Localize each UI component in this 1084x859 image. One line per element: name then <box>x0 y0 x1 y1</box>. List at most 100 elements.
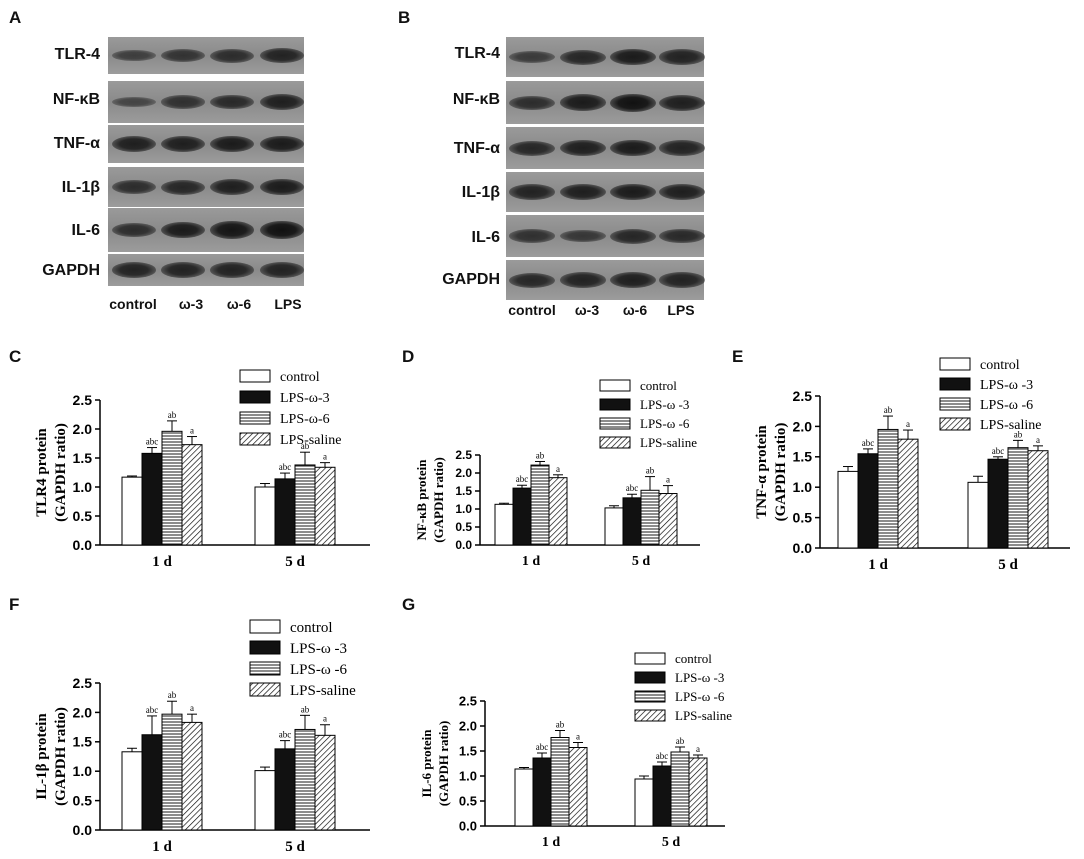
significance-label: abc <box>626 483 639 493</box>
y-tick-label: 0.5 <box>73 508 93 524</box>
blot-band <box>560 49 606 65</box>
bar-chart-il1b: 0.00.51.01.52.02.5IL-1β protein (GAPDH ra… <box>34 619 370 855</box>
blot-lane-label: ω-3 <box>178 296 204 312</box>
y-tick-label: 1.0 <box>73 479 93 495</box>
blot-lane-label: ω-3 <box>574 302 600 318</box>
legend-swatch <box>239 411 271 425</box>
bar <box>550 737 570 827</box>
blot-band <box>610 228 656 244</box>
legend-label: LPS-ω -3 <box>980 378 1033 393</box>
bar <box>568 747 588 827</box>
bar <box>688 757 708 827</box>
blot-band <box>210 135 254 153</box>
bar <box>161 713 183 831</box>
significance-label: a <box>190 703 194 713</box>
legend-swatch <box>249 619 281 634</box>
panel-letter-f: F <box>9 595 20 614</box>
legend-swatch <box>634 652 666 665</box>
y-tick-label: 0.0 <box>793 540 813 556</box>
blot-lane-label: ω-6 <box>622 302 648 318</box>
significance-label: ab <box>301 441 310 451</box>
bar <box>857 453 879 549</box>
legend-swatch <box>634 690 666 703</box>
legend-label: LPS-ω -3 <box>640 397 689 412</box>
legend-label: LPS-saline <box>675 708 732 723</box>
blot-band <box>112 136 156 152</box>
western-blot-b: TLR-4 NF-κB TNF-α IL-1β IL-6 GAPDH contr… <box>0 0 1084 330</box>
blot-band <box>260 262 304 278</box>
blot-band <box>112 49 156 62</box>
significance-label: ab <box>168 690 177 700</box>
bar <box>514 768 534 827</box>
blot-band <box>509 184 555 200</box>
blot-band <box>509 95 555 110</box>
bar <box>652 765 672 827</box>
legend-label: LPS-saline <box>640 435 697 450</box>
blot-band <box>509 272 555 288</box>
y-tick-label: 1.5 <box>73 450 93 466</box>
panel-letter-d: D <box>402 347 415 366</box>
legend-label: control <box>290 620 333 636</box>
bar <box>314 466 336 546</box>
y-axis-label: TLR4 protein (GAPDH ratio) <box>34 423 69 522</box>
panel-letter-a: A <box>9 8 22 27</box>
x-category-label: 1 d <box>542 835 561 850</box>
legend-label: control <box>280 370 320 385</box>
bar <box>670 751 690 827</box>
y-tick-label: 1.0 <box>455 502 472 516</box>
y-tick-label: 0.5 <box>455 520 472 534</box>
y-tick-label: 0.0 <box>459 819 477 834</box>
legend-label: LPS-ω-6 <box>280 412 330 427</box>
bar <box>254 770 276 831</box>
blot-band <box>610 272 656 288</box>
blot-band <box>509 51 555 63</box>
bar <box>532 757 552 827</box>
y-tick-label: 0.0 <box>73 822 93 838</box>
significance-label: a <box>1036 435 1040 445</box>
blot-band <box>610 48 656 66</box>
significance-label: abc <box>146 437 159 447</box>
significance-label: ab <box>646 466 655 476</box>
panel-letter-c: C <box>9 347 22 366</box>
blot-lane-label: control <box>109 296 157 312</box>
blot-lane-label: ω-6 <box>226 296 252 312</box>
significance-label: abc <box>279 730 292 740</box>
blot-band <box>161 95 205 109</box>
legend-swatch <box>939 417 971 431</box>
y-axis-label-line: NF-κB protein <box>414 459 429 541</box>
blot-band <box>161 179 205 195</box>
significance-label: a <box>696 744 700 754</box>
blot-lane-label: LPS <box>274 296 302 312</box>
legend-label: LPS-ω-3 <box>280 391 330 406</box>
x-category-label: 5 d <box>285 839 305 855</box>
bar <box>161 430 183 546</box>
legend-label: LPS-ω -3 <box>290 641 347 657</box>
significance-label: abc <box>536 742 549 752</box>
bar <box>141 734 163 831</box>
blot-lane-label: control <box>508 302 556 318</box>
blot-band <box>560 94 606 111</box>
blot-band <box>610 93 656 112</box>
y-axis-label: NF-κB protein (GAPDH ratio) <box>414 457 446 543</box>
bar <box>1007 447 1029 549</box>
bar <box>897 438 919 549</box>
x-category-label: 1 d <box>152 839 172 855</box>
bar <box>181 444 203 546</box>
blot-lane-label: LPS <box>667 302 695 318</box>
blot-band <box>210 94 254 110</box>
y-tick-label: 1.5 <box>455 484 472 498</box>
x-category-label: 5 d <box>285 554 305 570</box>
legend-swatch <box>249 640 281 655</box>
panel-letter-b: B <box>398 8 411 27</box>
blot-band <box>509 229 555 243</box>
bar <box>121 751 143 831</box>
significance-label: ab <box>1014 429 1023 439</box>
y-tick-label: 2.5 <box>793 388 813 404</box>
significance-label: abc <box>516 474 529 484</box>
legend-swatch <box>599 417 631 430</box>
blot-band <box>161 221 205 239</box>
y-tick-label: 2.0 <box>73 421 93 437</box>
y-tick-label: 1.5 <box>793 449 813 465</box>
y-tick-label: 0.5 <box>459 794 477 809</box>
y-tick-label: 0.0 <box>455 538 472 552</box>
